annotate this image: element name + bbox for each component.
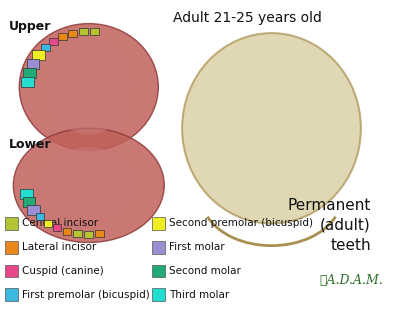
Bar [23,68,36,78]
Bar [5,217,18,230]
Bar [27,205,40,215]
Bar [63,228,72,235]
Bar [152,217,165,230]
Bar [44,220,52,227]
Bar [41,44,50,51]
Text: First premolar (bicuspid): First premolar (bicuspid) [22,290,150,300]
Bar [23,197,36,207]
Text: Cuspid (canine): Cuspid (canine) [22,266,104,276]
Ellipse shape [13,128,164,243]
Bar [5,288,18,301]
Bar [20,189,32,199]
Bar [5,241,18,253]
Text: Second premolar (bicuspid): Second premolar (bicuspid) [169,219,313,228]
Text: Central incisor: Central incisor [22,219,98,228]
Text: Adult 21-25 years old: Adult 21-25 years old [173,11,322,25]
Bar [5,265,18,277]
Bar [152,241,165,253]
Text: Lower: Lower [9,138,52,151]
Bar [79,28,88,35]
Text: Third molar: Third molar [169,290,229,300]
Bar [58,33,67,40]
Text: Lateral incisor: Lateral incisor [22,242,96,252]
Bar [36,213,44,220]
Bar [53,224,61,231]
Bar [84,231,93,238]
Bar [152,288,165,301]
Bar [32,50,45,60]
Bar [27,59,39,69]
Ellipse shape [19,24,158,150]
Text: Upper: Upper [9,20,52,33]
Ellipse shape [45,147,132,217]
Bar [152,265,165,277]
Bar [68,30,77,37]
Bar [49,38,58,45]
Text: ✱A.D.A.M.: ✱A.D.A.M. [319,274,383,287]
Bar [96,230,104,237]
Ellipse shape [182,33,361,223]
Ellipse shape [49,39,128,135]
Text: Permanent
(adult)
teeth: Permanent (adult) teeth [288,198,371,253]
Text: First molar: First molar [169,242,225,252]
Bar [90,28,98,35]
Bar [21,77,34,87]
Text: Second molar: Second molar [169,266,241,276]
Bar [73,230,82,237]
